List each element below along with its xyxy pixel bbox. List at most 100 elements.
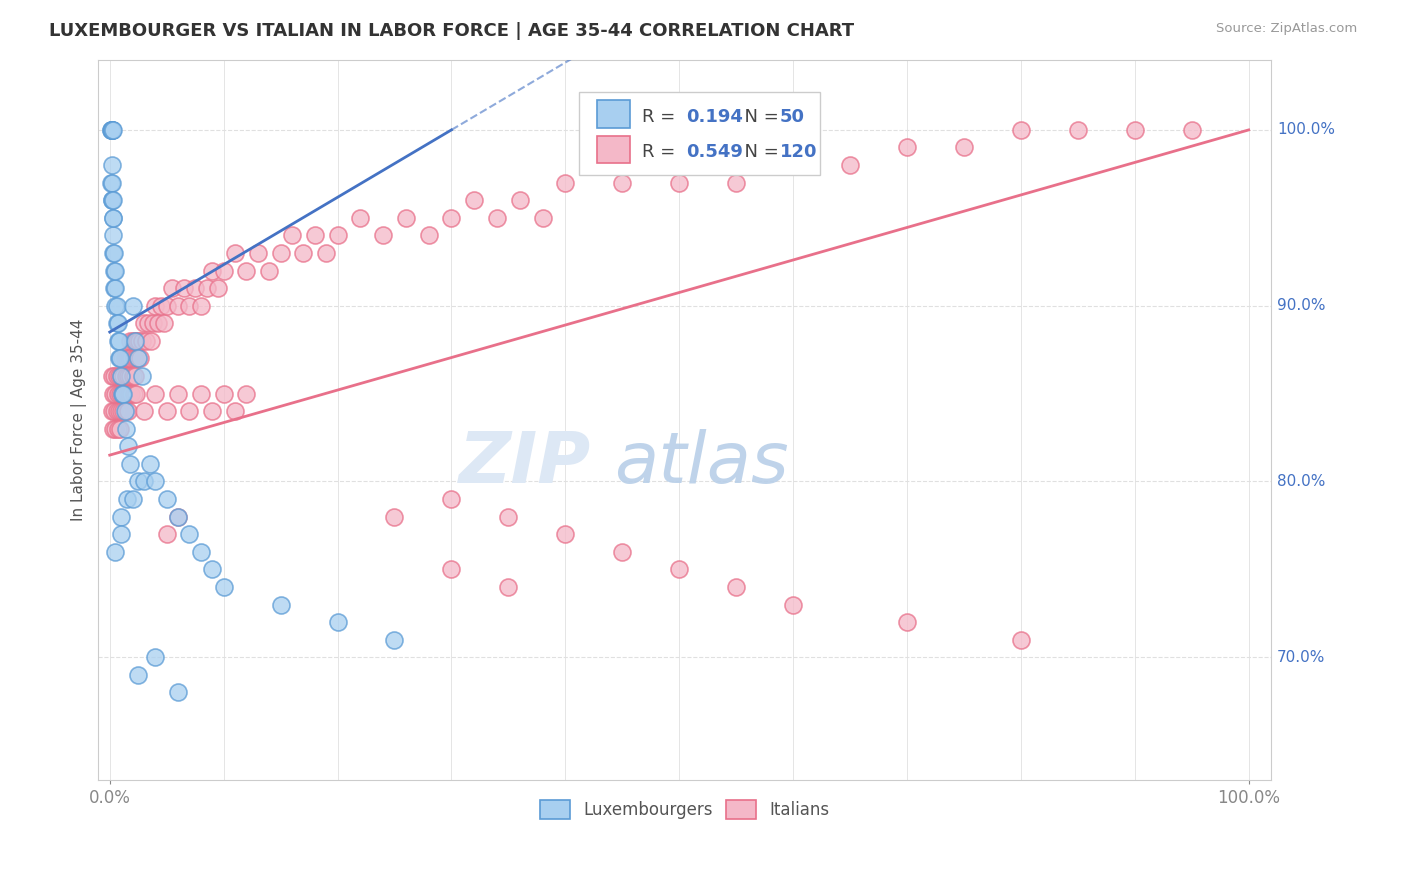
Point (115, 386, 138, 401)
Point (326, 615, 349, 629)
Point (101, 123, 124, 137)
Point (101, 158, 124, 172)
Point (110, 527, 132, 541)
Text: 120: 120 (780, 144, 817, 161)
Point (101, 386, 124, 401)
Point (246, 246, 269, 260)
Text: N =: N = (733, 144, 785, 161)
Point (103, 263, 125, 277)
Point (349, 211, 371, 225)
Point (104, 281, 127, 295)
Point (485, 211, 508, 225)
Point (150, 299, 173, 313)
Point (107, 316, 129, 330)
Point (212, 386, 235, 401)
Text: 80.0%: 80.0% (1277, 474, 1326, 489)
Point (224, 404, 246, 418)
Point (128, 334, 150, 348)
Point (101, 123, 124, 137)
Point (167, 685, 190, 699)
Point (101, 211, 124, 225)
Point (121, 299, 143, 313)
Point (463, 193, 485, 207)
Point (101, 369, 124, 384)
Legend: Luxembourgers, Italians: Luxembourgers, Italians (533, 794, 837, 826)
Point (112, 369, 135, 384)
Point (101, 193, 124, 207)
Point (120, 386, 142, 401)
FancyBboxPatch shape (598, 100, 630, 128)
Point (100, 176, 122, 190)
Point (124, 334, 146, 348)
Point (115, 491, 138, 506)
Point (1067, 123, 1090, 137)
Point (384, 632, 406, 647)
Point (110, 404, 132, 418)
Point (207, 281, 229, 295)
Point (153, 316, 176, 330)
Point (1181, 123, 1204, 137)
Point (138, 457, 160, 471)
Text: R =: R = (641, 144, 681, 161)
Point (138, 316, 160, 330)
Point (509, 193, 531, 207)
Point (896, 140, 918, 154)
Point (167, 509, 190, 524)
Point (118, 386, 141, 401)
Point (110, 369, 132, 384)
Point (131, 334, 153, 348)
Point (143, 650, 166, 665)
Point (440, 562, 463, 576)
Point (101, 123, 124, 137)
Point (440, 491, 463, 506)
Point (173, 281, 195, 295)
Point (121, 369, 143, 384)
Point (371, 228, 394, 243)
Point (725, 580, 748, 594)
Point (257, 263, 280, 277)
Point (167, 299, 190, 313)
Point (120, 334, 142, 348)
Point (121, 491, 143, 506)
Point (235, 263, 257, 277)
Point (114, 386, 136, 401)
Point (124, 369, 146, 384)
Point (107, 334, 129, 348)
Text: ZIP: ZIP (458, 429, 591, 498)
Point (104, 545, 127, 559)
Text: LUXEMBOURGER VS ITALIAN IN LABOR FORCE | AGE 35-44 CORRELATION CHART: LUXEMBOURGER VS ITALIAN IN LABOR FORCE |… (49, 22, 855, 40)
Point (326, 228, 349, 243)
Point (142, 316, 165, 330)
Point (190, 299, 212, 313)
Point (315, 246, 337, 260)
Point (132, 316, 155, 330)
Point (156, 404, 179, 418)
Point (101, 123, 124, 137)
Point (143, 299, 166, 313)
Point (120, 351, 142, 366)
Point (101, 193, 124, 207)
Point (612, 176, 634, 190)
Text: 100.0%: 100.0% (1277, 122, 1336, 137)
Point (212, 263, 235, 277)
Point (554, 527, 576, 541)
Point (114, 351, 136, 366)
Text: N =: N = (733, 108, 785, 126)
Point (725, 176, 748, 190)
Text: 70.0%: 70.0% (1277, 649, 1326, 665)
Point (304, 228, 326, 243)
Point (440, 211, 463, 225)
Point (121, 334, 143, 348)
Point (108, 369, 131, 384)
Point (132, 475, 155, 489)
Point (1010, 632, 1032, 647)
Point (101, 228, 124, 243)
Point (115, 351, 138, 366)
Point (139, 334, 162, 348)
Point (103, 246, 125, 260)
Point (101, 123, 124, 137)
Point (212, 580, 235, 594)
Point (201, 263, 224, 277)
Point (107, 386, 129, 401)
Point (782, 598, 804, 612)
